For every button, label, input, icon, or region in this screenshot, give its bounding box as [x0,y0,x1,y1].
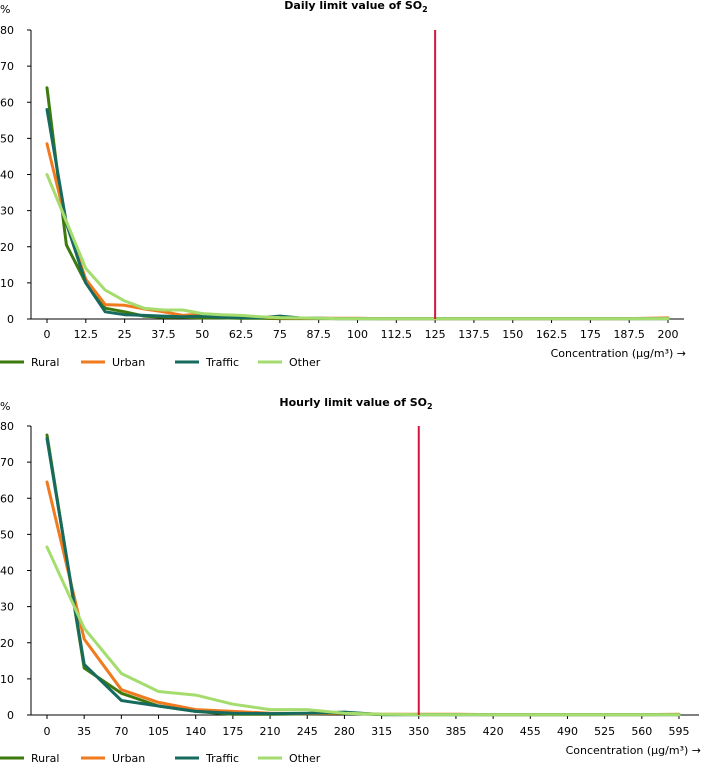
x-tick-label: 125 [425,328,446,341]
legend-label-traffic: Traffic [205,752,239,765]
x-tick-label: 35 [77,725,91,738]
legend-label-rural: Rural [31,752,59,765]
series-line-traffic [45,437,681,717]
y-axis-label: % [0,400,10,413]
chart-2: Hourly limit value of SO2% 0 10 20 30 40 50 60 7… [0,396,701,765]
y-tick-label: 60 [0,96,14,109]
y-tick-label: 50 [0,132,14,145]
legend-label-other: Other [289,752,321,765]
x-tick-label: 140 [185,725,206,738]
x-tick-label: 150 [502,328,523,341]
series-line-other [45,173,670,321]
y-tick-label: 30 [0,205,14,218]
x-tick-label: 315 [371,725,392,738]
series-line-urban [45,480,681,717]
x-tick-label: 50 [195,328,209,341]
y-tick-label: 80 [0,24,14,37]
legend-label-traffic: Traffic [205,356,239,369]
series-line-traffic [45,108,670,321]
x-tick-label: 210 [260,725,281,738]
x-tick-label: 37.5 [151,328,176,341]
x-tick-label: 137.5 [458,328,490,341]
x-tick-label: 75 [273,328,287,341]
x-tick-label: 87.5 [306,328,331,341]
x-tick-label: 525 [594,725,615,738]
x-axis-label: Concentration (µg/m³) → [551,347,686,360]
series-line-other [45,545,681,717]
y-axis-label: % [0,3,10,16]
x-tick-label: 245 [297,725,318,738]
y-tick-label: 70 [0,456,14,469]
legend-label-urban: Urban [112,752,145,765]
chart-title: Hourly limit value of SO2 [279,396,432,411]
x-tick-label: 175 [580,328,601,341]
x-tick-label: 105 [148,725,169,738]
x-tick-label: 162.5 [536,328,568,341]
series-line-rural [45,433,681,717]
x-tick-label: 12.5 [74,328,99,341]
x-tick-label: 420 [483,725,504,738]
x-tick-label: 187.5 [613,328,645,341]
y-tick-label: 70 [0,60,14,73]
y-tick-label: 80 [0,420,14,433]
x-tick-label: 595 [669,725,690,738]
x-tick-label: 100 [347,328,368,341]
x-tick-label: 62.5 [229,328,254,341]
y-tick-label: 60 [0,492,14,505]
y-tick-label: 40 [0,169,14,182]
x-tick-label: 560 [631,725,652,738]
chart-title: Daily limit value of SO2 [284,0,427,14]
y-tick-label: 10 [0,277,14,290]
y-tick-label: 0 [7,709,14,722]
y-tick-label: 0 [7,313,14,326]
series-line-rural [45,86,670,321]
legend-label-other: Other [289,356,321,369]
x-axis-label: Concentration (µg/m³) → [566,744,701,757]
x-tick-label: 490 [557,725,578,738]
x-tick-label: 350 [408,725,429,738]
x-tick-label: 280 [334,725,355,738]
x-tick-label: 0 [44,328,51,341]
legend-label-urban: Urban [112,356,145,369]
x-tick-label: 455 [520,725,541,738]
chart-1: Daily limit value of SO2% 0 10 20 30 40 50 60 70… [0,0,686,369]
y-tick-label: 10 [0,673,14,686]
y-tick-label: 40 [0,565,14,578]
series-line-urban [45,142,670,321]
y-tick-label: 50 [0,528,14,541]
x-tick-label: 112.5 [381,328,413,341]
x-tick-label: 175 [222,725,243,738]
x-tick-label: 25 [118,328,132,341]
legend-label-rural: Rural [31,356,59,369]
y-tick-label: 20 [0,637,14,650]
x-tick-label: 0 [44,725,51,738]
x-tick-label: 385 [445,725,466,738]
y-tick-label: 20 [0,241,14,254]
x-tick-label: 70 [114,725,128,738]
y-tick-label: 30 [0,601,14,614]
x-tick-label: 200 [658,328,679,341]
